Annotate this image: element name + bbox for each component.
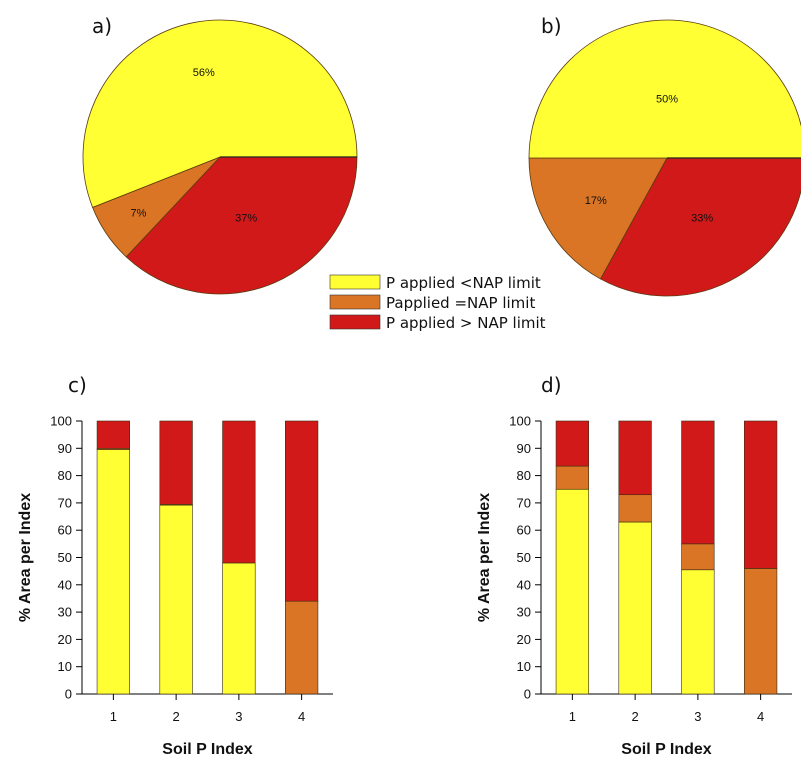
x-tick-label: 3 [694,709,701,724]
y-tick-label: 40 [58,577,72,592]
x-tick-label: 2 [632,709,639,724]
pie-slice [528,19,801,159]
y-tick-label: 50 [517,550,531,565]
y-tick-label: 70 [58,495,72,510]
y-tick-label: 100 [50,414,72,429]
bar-segment [555,465,589,490]
bar-chart-c: 0 10 20 30 40 50 60 70 80 90 100 1 2 3 4 Soil P Index % … [17,414,333,757]
bar-segment [681,420,715,545]
pie-chart-a: 37% 7% 56% [82,19,358,295]
y-tick-label: 20 [517,632,531,647]
bar-segment [618,494,652,523]
x-axis-title: Soil P Index [162,741,253,757]
y-tick-label: 60 [517,523,531,538]
x-axis-title: Soil P Index [621,741,712,757]
pie-chart-b: 33% 17% 50% [528,19,801,297]
panel-d-letter: d) [541,373,562,397]
legend-label-equal: Papplied =NAP limit [386,294,535,312]
y-tick-label: 70 [517,495,531,510]
bar-segment [159,504,193,695]
pie-slice-label: 17% [585,195,607,207]
y-tick-label: 90 [58,441,72,456]
x-tick-label: 1 [569,709,576,724]
pie-slice-label: 50% [656,94,678,106]
x-tick-label: 4 [757,709,764,724]
bar-segment [96,420,130,449]
y-tick-label: 80 [58,468,72,483]
y-tick-label: 0 [524,687,531,702]
y-tick-label: 10 [517,659,531,674]
bar-segment [555,420,589,467]
pie-slice-label: 56% [193,67,215,79]
y-tick-label: 100 [509,414,531,429]
y-axis-title: % Area per Index [476,493,493,622]
legend-swatch-above [329,314,381,330]
panel-a-letter: a) [92,14,112,38]
bar-segment [159,420,193,505]
bar-segment [555,488,589,695]
x-tick-label: 2 [173,709,180,724]
bar-chart-d: 0 10 20 30 40 50 60 70 80 90 100 1 2 3 4 Soil P Index % … [476,414,792,757]
y-axis-title: % Area per Index [17,493,34,622]
y-tick-label: 30 [517,605,531,620]
legend-swatch-equal [329,294,381,310]
x-tick-label: 3 [235,709,242,724]
y-tick-label: 0 [65,687,72,702]
y-tick-label: 90 [517,441,531,456]
y-tick-label: 40 [517,577,531,592]
y-tick-label: 60 [58,523,72,538]
y-tick-label: 20 [58,632,72,647]
panel-c-letter: c) [68,373,87,397]
panel-b-letter: b) [541,14,562,38]
bar-segment [222,420,256,564]
pie-slice-label: 37% [235,212,257,224]
pie-slice [528,157,668,280]
pie-slice-label: 7% [130,207,146,219]
bar-segment [222,562,256,695]
pie-slice [125,156,358,295]
y-tick-label: 10 [58,659,72,674]
pie-slice [82,19,358,208]
bar-segment [285,420,319,602]
y-tick-label: 80 [517,468,531,483]
y-tick-label: 30 [58,605,72,620]
bar-segment [618,420,652,496]
bar-segment [744,568,778,695]
bar-segment [681,543,715,571]
bar-segment [285,600,319,695]
x-tick-label: 4 [298,709,305,724]
bar-segment [681,569,715,695]
legend-label-below: P applied <NAP limit [386,274,541,292]
legend-label-above: P applied > NAP limit [386,314,546,332]
pie-slice-label: 33% [691,212,713,224]
legend-swatch-below [329,274,381,290]
legend: P applied <NAP limit Papplied =NAP limit… [329,274,546,332]
x-tick-label: 1 [110,709,117,724]
bar-segment [744,420,778,569]
bar-segment [96,449,130,695]
y-tick-label: 50 [58,550,72,565]
bar-segment [618,521,652,695]
